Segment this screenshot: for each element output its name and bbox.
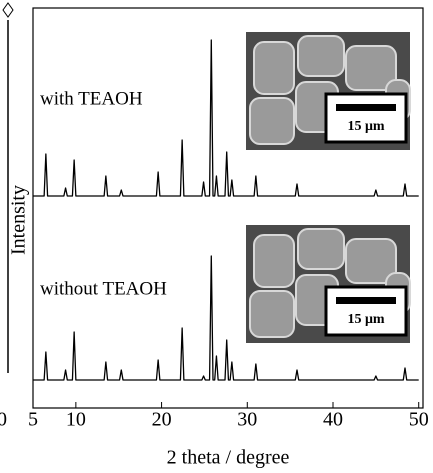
- scale-bar: [336, 104, 396, 111]
- sem-inset: 15 μm: [246, 225, 410, 343]
- scale-label: 15 μm: [347, 312, 384, 327]
- sem-crystal: [298, 229, 344, 269]
- scale-box: [326, 94, 406, 142]
- adjacent-panel-marker: [3, 3, 13, 17]
- series-label: with TEAOH: [40, 88, 143, 109]
- y-axis-label: Intensity: [8, 185, 30, 255]
- x-tick-label: 30: [237, 409, 257, 431]
- scale-bar: [336, 297, 396, 304]
- chart: 0 2 theta / degree Intensity 5 10 20 30 40 50…: [0, 0, 433, 473]
- x-axis-label: 2 theta / degree: [167, 447, 290, 469]
- x-tick-label: 20: [152, 409, 172, 431]
- sem-crystal: [298, 36, 344, 76]
- sem-crystal: [250, 98, 294, 144]
- sem-crystal: [250, 291, 294, 337]
- sem-inset: 15 μm: [246, 32, 410, 150]
- x-tick-label: 40: [323, 409, 343, 431]
- x-tick-label: 5: [28, 409, 38, 431]
- scale-box: [326, 287, 406, 335]
- scale-label: 15 μm: [347, 119, 384, 134]
- clipped-tick-label: 0: [0, 409, 7, 431]
- sem-crystal: [254, 235, 294, 287]
- x-tick-label: 10: [66, 409, 86, 431]
- series-label: without TEAOH: [40, 278, 167, 299]
- x-tick-label: 50: [409, 409, 429, 431]
- sem-crystal: [254, 42, 294, 94]
